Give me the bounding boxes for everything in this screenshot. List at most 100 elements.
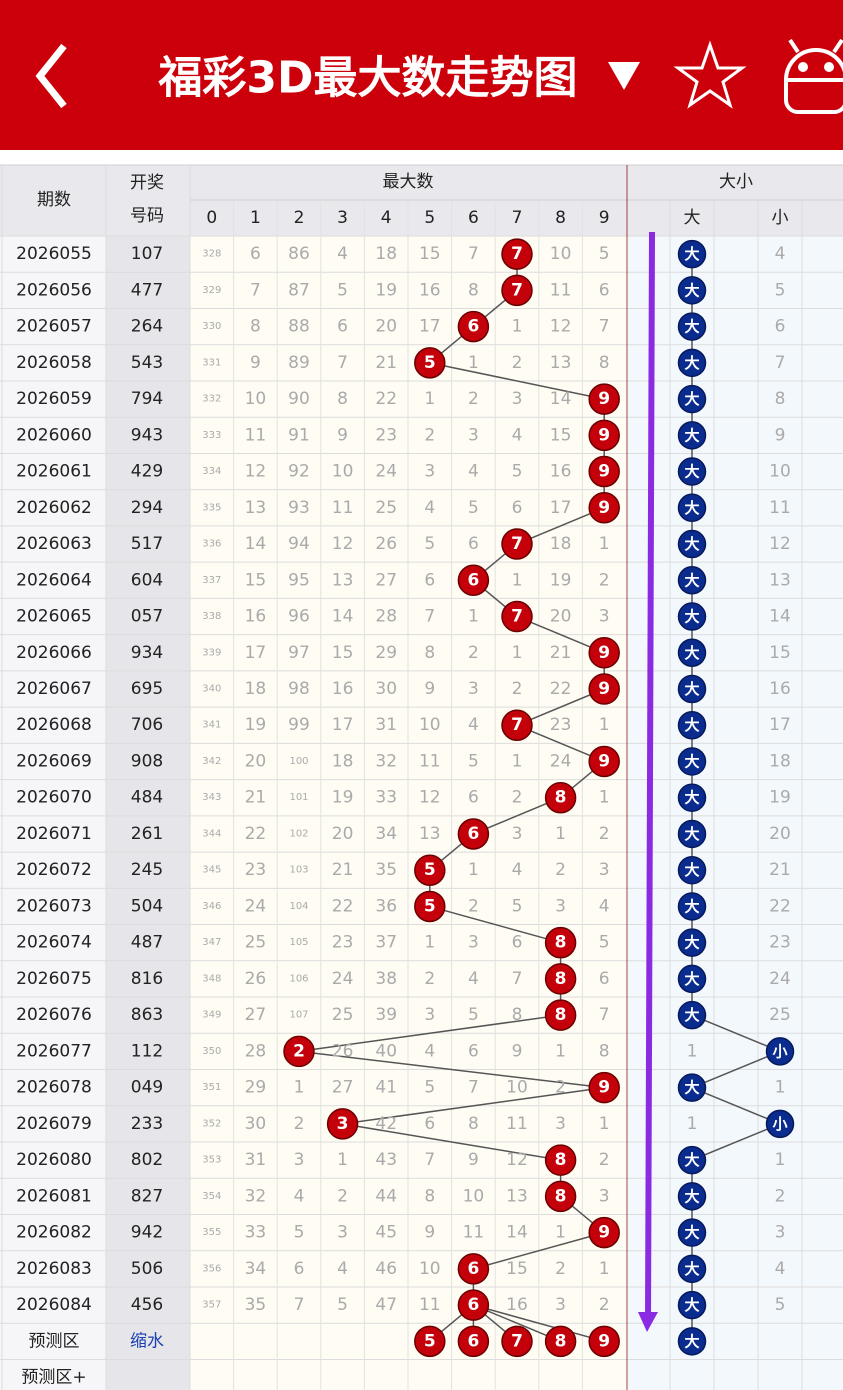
miss-count: 2 (555, 1259, 566, 1279)
ball-circle (677, 1327, 707, 1356)
ball-circle (414, 890, 446, 923)
miss-count: 5 (468, 751, 479, 771)
trend-line (560, 760, 605, 799)
miss-count: 1 (468, 353, 479, 373)
ball-label: 2 (293, 1041, 305, 1061)
miss-count: 5 (512, 896, 523, 916)
miss-count: 16 (550, 462, 572, 482)
trend-line (472, 289, 518, 328)
dropdown-arrow[interactable] (608, 62, 640, 90)
ball-circle (544, 1180, 577, 1213)
miss-count: 7 (424, 607, 435, 627)
ball-label: 大 (684, 1224, 699, 1242)
miss-count: 338 (202, 611, 221, 622)
draw-number: 543 (131, 353, 163, 373)
size-area-bg (628, 236, 843, 1390)
miss-count: 2 (512, 679, 523, 699)
miss-count: 5 (599, 933, 610, 953)
ball-label: 大 (684, 1332, 699, 1350)
size-ball: 大 (677, 1182, 707, 1211)
shrink-link[interactable]: 缩水 (130, 1331, 164, 1351)
ball-label: 大 (684, 499, 699, 517)
miss-count: 350 (202, 1046, 221, 1057)
size-ball: 大 (677, 710, 707, 740)
ball-circle (765, 1037, 795, 1066)
period: 2026055 (16, 244, 92, 264)
trend-line (516, 615, 605, 654)
ball-circle (677, 710, 707, 740)
miss-count: 43 (375, 1150, 397, 1170)
size-ball: 大 (677, 276, 707, 305)
miss-count: 13 (332, 570, 354, 590)
miss-count: 46 (375, 1259, 397, 1279)
android-icon[interactable] (784, 38, 843, 114)
miss-count: 4 (512, 425, 523, 445)
miss-count: 17 (769, 715, 791, 735)
miss-count: 330 (202, 321, 221, 332)
ball-circle (414, 347, 446, 379)
miss-count: 13 (506, 1186, 528, 1206)
head-size-col: 大 (684, 208, 701, 228)
miss-count: 3 (512, 824, 523, 844)
miss-count: 31 (245, 1150, 267, 1170)
trend-line (560, 1195, 605, 1234)
max-ball: 8 (544, 963, 577, 995)
miss-count: 1 (512, 751, 523, 771)
draw-number: 233 (131, 1114, 163, 1134)
miss-count: 86 (288, 244, 310, 264)
ball-circle (501, 600, 533, 633)
miss-count: 31 (375, 715, 397, 735)
miss-count: 3 (555, 1295, 566, 1315)
max-ball: 8 (544, 1144, 577, 1176)
draw-number: 049 (131, 1078, 163, 1098)
miss-count: 99 (288, 715, 310, 735)
ball-circle (677, 747, 707, 776)
miss-count: 20 (245, 751, 267, 771)
ball-circle (544, 1325, 577, 1358)
miss-count: 4 (424, 498, 435, 518)
miss-count: 32 (245, 1186, 267, 1206)
favorite-star[interactable] (673, 40, 747, 109)
miss-count: 12 (245, 462, 267, 482)
miss-count: 6 (599, 969, 610, 989)
ball-circle (544, 1144, 577, 1176)
miss-count: 28 (375, 607, 397, 627)
ball-label: 大 (684, 1151, 699, 1169)
miss-count: 34 (375, 824, 397, 844)
size-ball: 大 (677, 348, 707, 378)
ball-circle (677, 348, 707, 378)
ball-label: 5 (424, 1331, 436, 1351)
miss-count: 8 (424, 1186, 435, 1206)
ball-label: 5 (424, 353, 436, 373)
miss-count: 11 (332, 498, 354, 518)
period: 预测区 (29, 1331, 80, 1351)
miss-count: 11 (506, 1114, 528, 1134)
miss-count: 339 (202, 647, 221, 658)
miss-count: 3 (512, 389, 523, 409)
miss-count: 24 (332, 969, 354, 989)
miss-count: 18 (332, 751, 354, 771)
miss-count: 22 (332, 896, 354, 916)
miss-count: 5 (775, 1295, 786, 1315)
miss-count: 7 (775, 353, 786, 373)
draw-number: 506 (131, 1259, 163, 1279)
miss-count: 347 (202, 937, 221, 948)
miss-count: 5 (424, 534, 435, 554)
size-ball: 大 (677, 1254, 707, 1284)
trend-line (516, 724, 605, 763)
draw-number: 816 (131, 969, 163, 989)
period: 2026056 (16, 280, 92, 300)
back-button[interactable] (35, 43, 67, 109)
miss-count: 11 (769, 498, 791, 518)
period: 2026070 (16, 788, 92, 808)
max-ball: 6 (457, 1325, 490, 1358)
miss-count: 37 (375, 933, 397, 953)
ball-label: 小 (772, 1042, 787, 1060)
miss-count: 94 (288, 534, 310, 554)
draw-number: 477 (131, 280, 163, 300)
ball-label: 大 (684, 680, 699, 698)
trend-line (429, 362, 605, 400)
miss-count: 7 (599, 1005, 610, 1025)
miss-count: 2 (599, 824, 610, 844)
trend-line (473, 797, 561, 835)
